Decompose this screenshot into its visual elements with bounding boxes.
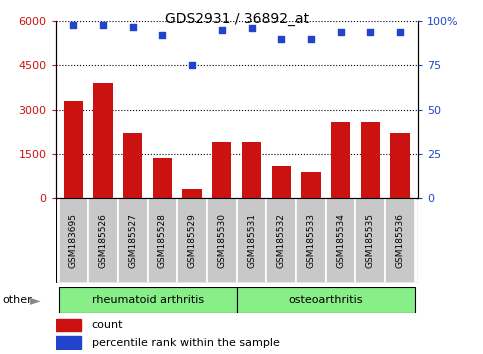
- Bar: [331, 121, 350, 198]
- Point: [158, 33, 166, 38]
- FancyBboxPatch shape: [148, 198, 177, 283]
- Point: [367, 29, 374, 35]
- Point: [188, 63, 196, 68]
- Text: osteoarthritis: osteoarthritis: [288, 295, 363, 305]
- Bar: [64, 101, 83, 198]
- Bar: [390, 133, 410, 198]
- Text: GSM185529: GSM185529: [187, 213, 197, 268]
- FancyBboxPatch shape: [207, 198, 237, 283]
- Point: [248, 25, 256, 31]
- FancyBboxPatch shape: [355, 198, 385, 283]
- Text: GSM185534: GSM185534: [336, 213, 345, 268]
- FancyBboxPatch shape: [266, 198, 296, 283]
- Text: GSM185533: GSM185533: [306, 213, 315, 268]
- FancyBboxPatch shape: [326, 198, 355, 283]
- Text: GDS2931 / 36892_at: GDS2931 / 36892_at: [165, 12, 309, 27]
- Bar: [301, 172, 321, 198]
- FancyBboxPatch shape: [58, 198, 88, 283]
- FancyBboxPatch shape: [58, 287, 237, 313]
- Text: percentile rank within the sample: percentile rank within the sample: [92, 338, 280, 348]
- Point: [396, 29, 404, 35]
- Text: other: other: [2, 295, 32, 305]
- Bar: [93, 83, 113, 198]
- Point: [99, 22, 107, 28]
- Text: GSM185530: GSM185530: [217, 213, 227, 268]
- Point: [277, 36, 285, 42]
- Bar: [153, 159, 172, 198]
- Bar: [56, 336, 81, 349]
- FancyBboxPatch shape: [385, 198, 415, 283]
- FancyBboxPatch shape: [88, 198, 118, 283]
- Bar: [361, 121, 380, 198]
- Text: GSM185528: GSM185528: [158, 213, 167, 268]
- Text: GSM185531: GSM185531: [247, 213, 256, 268]
- Text: rheumatoid arthritis: rheumatoid arthritis: [92, 295, 204, 305]
- Point: [129, 24, 137, 29]
- FancyBboxPatch shape: [177, 198, 207, 283]
- Bar: [242, 142, 261, 198]
- FancyBboxPatch shape: [296, 198, 326, 283]
- Text: GSM185536: GSM185536: [396, 213, 404, 268]
- Point: [70, 22, 77, 28]
- Text: ►: ►: [29, 293, 40, 307]
- FancyBboxPatch shape: [118, 198, 148, 283]
- Bar: [212, 142, 231, 198]
- Point: [218, 27, 226, 33]
- Bar: [123, 133, 142, 198]
- Bar: [56, 319, 81, 331]
- FancyBboxPatch shape: [237, 198, 266, 283]
- Point: [307, 36, 315, 42]
- Bar: [271, 166, 291, 198]
- Text: GSM185535: GSM185535: [366, 213, 375, 268]
- Text: GSM185526: GSM185526: [99, 213, 108, 268]
- Text: GSM185527: GSM185527: [128, 213, 137, 268]
- Point: [337, 29, 344, 35]
- Text: count: count: [92, 320, 123, 330]
- Text: GSM185532: GSM185532: [277, 213, 286, 268]
- FancyBboxPatch shape: [237, 287, 415, 313]
- Text: GSM183695: GSM183695: [69, 213, 78, 268]
- Bar: [183, 189, 202, 198]
